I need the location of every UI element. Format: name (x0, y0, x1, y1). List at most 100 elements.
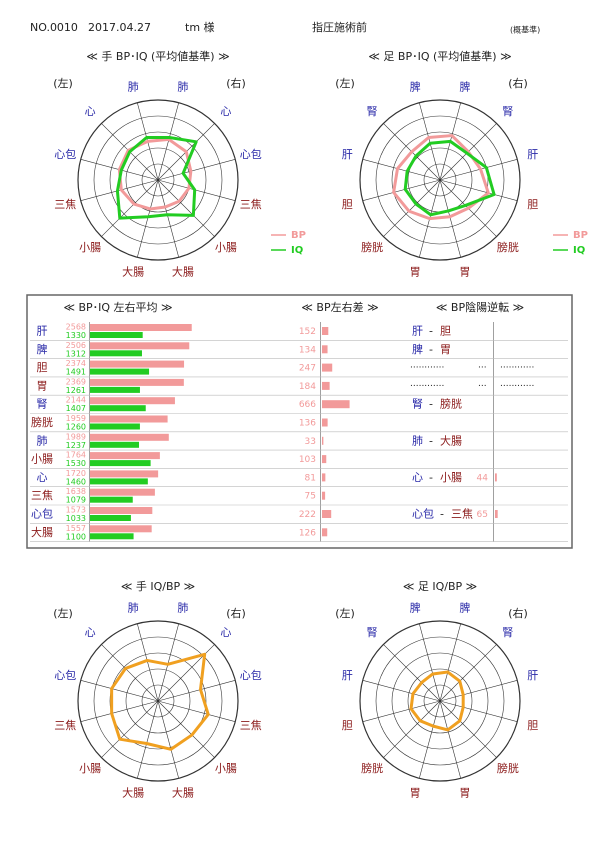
spoke (439, 179, 461, 258)
left-side-label: (左) (335, 77, 355, 90)
axis-label: 胃 (459, 266, 470, 279)
axis-label: 腎 (367, 626, 378, 639)
iq-bar (90, 478, 148, 485)
bp-value: 1573 (66, 506, 86, 515)
pair-separator: - (429, 434, 433, 447)
spoke (439, 700, 461, 779)
spoke (137, 700, 159, 779)
axis-label: 肺 (177, 601, 188, 614)
yang-organ: 膀胱 (440, 397, 462, 411)
axis-label: 心 (220, 105, 231, 118)
axis-label: 胆 (527, 198, 538, 211)
bp-bar (90, 415, 168, 423)
axis-label: 脾 (459, 600, 470, 614)
spoke (439, 700, 497, 758)
dots: ············ (500, 363, 534, 373)
spoke (439, 179, 518, 201)
spoke (362, 700, 441, 722)
yang-organ: 三焦 (451, 508, 473, 521)
axis-label: 心包 (54, 669, 76, 682)
diff-value: 136 (299, 419, 316, 429)
axis-label: 三焦 (54, 198, 76, 211)
spoke (80, 179, 159, 201)
iq-bar (90, 368, 150, 375)
diff-value: 126 (299, 528, 316, 538)
spoke (80, 680, 159, 702)
reversal-bar (495, 473, 497, 482)
spoke (157, 680, 236, 702)
spoke (439, 680, 518, 702)
dots: ··· (478, 363, 487, 373)
spoke (157, 700, 236, 722)
spoke (383, 644, 441, 702)
bp-value: 2568 (66, 323, 86, 332)
ring (141, 684, 175, 718)
ring (407, 668, 473, 734)
yin-organ: 肝 (412, 325, 423, 338)
bp-value: 2369 (66, 377, 86, 386)
ring (77, 620, 239, 782)
legend-label: BP (573, 230, 588, 241)
spoke (157, 179, 236, 201)
diff-value: 103 (299, 455, 316, 465)
legend-label: BP (291, 230, 306, 241)
yin-organ: 脾 (412, 342, 423, 356)
spoke (157, 623, 179, 702)
axis-label: 大腸 (122, 786, 144, 800)
diff-bar (322, 528, 328, 537)
diff-bar (322, 436, 324, 445)
axis-label: 胆 (342, 719, 353, 732)
ring (423, 684, 457, 718)
radar-title: ≪ 足 BP･IQ (平均値基準) ≫ (368, 49, 511, 63)
session: 指圧施術前 (312, 20, 367, 34)
iq-value: 1491 (66, 368, 86, 377)
right-side-label: (右) (226, 606, 246, 620)
dots: ··· (478, 381, 487, 391)
ring (93, 636, 223, 766)
diff-value: 222 (299, 510, 316, 520)
radar-series (110, 652, 210, 751)
diff-value: 33 (305, 437, 316, 447)
date: 2017.04.27 (88, 21, 151, 34)
left-side-label: (左) (335, 607, 355, 620)
spoke (439, 623, 461, 702)
radar-series (409, 670, 465, 732)
diff-bar (322, 345, 328, 354)
axis-label: 胃 (459, 787, 470, 800)
pair-separator: - (429, 398, 433, 411)
diff-bar (322, 363, 333, 372)
axis-label: 小腸 (79, 762, 101, 775)
axis-label: 胃 (410, 266, 421, 279)
iq-bar (90, 496, 133, 503)
yang-organ: 大腸 (440, 433, 462, 447)
axis-label: 三焦 (54, 719, 76, 732)
diff-bar (322, 400, 350, 409)
iq-value: 1312 (66, 349, 86, 358)
bp-bar (90, 324, 192, 331)
bp-bar (90, 360, 185, 368)
spoke (101, 644, 159, 702)
ring (375, 636, 505, 766)
iq-bar (90, 332, 143, 338)
ring (359, 99, 521, 261)
axis-label: 小腸 (215, 241, 237, 254)
iq-value: 1330 (66, 331, 86, 340)
yin-organ: 心 (412, 471, 423, 484)
right-side-label: (右) (226, 76, 246, 90)
spoke (439, 644, 497, 702)
right-side-label: (右) (508, 606, 528, 620)
diff-value: 152 (299, 327, 316, 337)
radar-title: ≪ 手 IQ/BP ≫ (121, 579, 195, 593)
spoke (439, 159, 518, 181)
iq-bar (90, 423, 140, 430)
diff-bar (322, 473, 326, 482)
axis-label: 大腸 (122, 265, 144, 279)
iq-bar (90, 441, 140, 448)
diff-bar (322, 327, 329, 335)
axis-label: 肺 (128, 601, 139, 614)
bp-bar (90, 342, 190, 350)
ring (77, 99, 239, 261)
ring (141, 163, 175, 197)
iq-value: 1261 (66, 386, 86, 395)
